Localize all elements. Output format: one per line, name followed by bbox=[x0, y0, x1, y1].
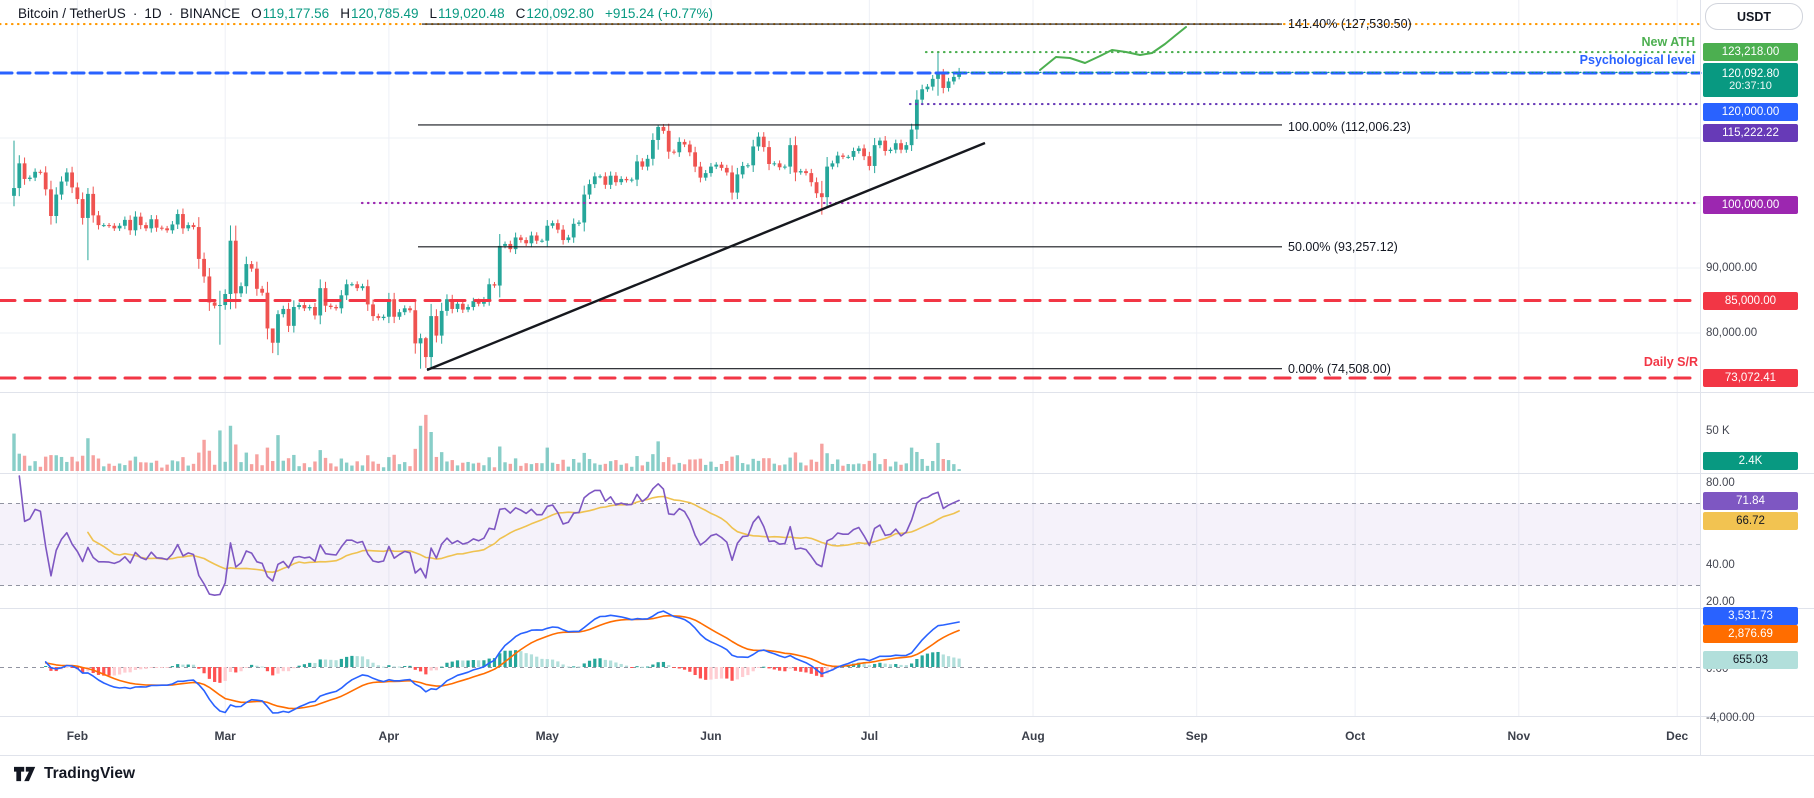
axis-label-90-000.00: 90,000.00 bbox=[1706, 262, 1758, 274]
time-axis-label-mar: Mar bbox=[214, 729, 236, 743]
drawings-layer[interactable] bbox=[0, 22, 1702, 380]
axis-label-85-000.00: 85,000.00 bbox=[1703, 292, 1798, 310]
axis-label-123-218.00: 123,218.00 bbox=[1703, 43, 1798, 61]
pane-borders bbox=[0, 0, 1814, 756]
axis-label-71.84: 71.84 bbox=[1703, 492, 1798, 510]
projection-path bbox=[1039, 26, 1187, 71]
rsi-ma-line bbox=[87, 495, 960, 574]
axis-label-115-222.22: 115,222.22 bbox=[1703, 124, 1798, 142]
chart-canvas[interactable] bbox=[0, 0, 1814, 756]
axis-label-2.4K: 2.4K bbox=[1703, 452, 1798, 470]
indicator-layer bbox=[0, 475, 1700, 714]
ohlc-low: L 119,020.48 bbox=[429, 6, 505, 21]
axis-label-655.03: 655.03 bbox=[1703, 651, 1798, 669]
volume-layer bbox=[12, 414, 961, 471]
separator-dot: · bbox=[168, 6, 174, 21]
grid-layer bbox=[0, 0, 1700, 716]
axis-label-3-531.73: 3,531.73 bbox=[1703, 607, 1798, 625]
candlestick-layer bbox=[12, 52, 962, 370]
exchange[interactable]: BINANCE bbox=[180, 6, 241, 21]
symbol-header: Bitcoin / TetherUS · 1D · BINANCE O 119,1… bbox=[18, 6, 713, 21]
axis-label-50-K: 50 K bbox=[1706, 425, 1730, 437]
psychological-level-label[interactable]: Psychological level bbox=[1579, 53, 1695, 67]
time-axis-label-jun: Jun bbox=[700, 729, 722, 743]
macd-line bbox=[44, 610, 960, 714]
ohlc-open: O 119,177.56 bbox=[251, 6, 330, 21]
axis-label-73-072.41: 73,072.41 bbox=[1703, 369, 1798, 387]
rsi-line bbox=[18, 475, 960, 597]
price-change: +915.24 (+0.77%) bbox=[604, 6, 714, 21]
axis-label-120-000.00: 120,000.00 bbox=[1703, 103, 1798, 121]
ohlc-high: H 120,785.49 bbox=[340, 6, 419, 21]
time-axis-label-feb: Feb bbox=[66, 729, 89, 743]
ohlc-close: C 120,092.80 bbox=[515, 6, 594, 21]
tradingview-logo-icon bbox=[14, 766, 36, 782]
fib-label-100[interactable]: 100.00% (112,006.23) bbox=[1288, 120, 1411, 134]
timeframe[interactable]: 1D bbox=[144, 6, 162, 21]
fib-label-141[interactable]: 141.40% (127,530.50) bbox=[1288, 17, 1412, 31]
tradingview-branding[interactable]: TradingView bbox=[14, 764, 135, 784]
axis-label-2-876.69: 2,876.69 bbox=[1703, 625, 1798, 643]
ascending-trendline[interactable] bbox=[426, 141, 986, 372]
axis-label-20.00: 20.00 bbox=[1706, 596, 1735, 608]
symbol-title[interactable]: Bitcoin / TetherUS bbox=[18, 6, 126, 21]
macd-signal-line bbox=[44, 614, 960, 710]
currency-toggle-button[interactable]: USDT bbox=[1705, 3, 1803, 30]
axis-label--4-000.00: -4,000.00 bbox=[1706, 712, 1755, 724]
axis-label-66.72: 66.72 bbox=[1703, 512, 1798, 530]
daily-sr-label[interactable]: Daily S/R bbox=[1643, 355, 1698, 369]
time-axis-label-jul: Jul bbox=[860, 729, 879, 743]
axis-label-120-092.80: 120,092.80 20:37:10 bbox=[1703, 63, 1798, 97]
time-axis-label-apr: Apr bbox=[378, 729, 400, 743]
axis-label-80-000.00: 80,000.00 bbox=[1706, 327, 1758, 339]
axis-label-80.00: 80.00 bbox=[1706, 477, 1735, 489]
time-axis-label-oct: Oct bbox=[1345, 729, 1366, 743]
time-axis-label-sep: Sep bbox=[1185, 729, 1208, 743]
fib-label-50[interactable]: 50.00% (93,257.12) bbox=[1288, 240, 1398, 254]
new-ath-label[interactable]: New ATH bbox=[1641, 35, 1695, 49]
time-axis-label-aug: Aug bbox=[1021, 729, 1045, 743]
brand-name: TradingView bbox=[44, 765, 136, 782]
axis-label-40.00: 40.00 bbox=[1706, 559, 1735, 571]
time-axis-label-nov: Nov bbox=[1507, 729, 1531, 743]
axis-label-100-000.00: 100,000.00 bbox=[1703, 196, 1798, 214]
fib-label-0[interactable]: 0.00% (74,508.00) bbox=[1288, 362, 1391, 376]
separator-dot: · bbox=[132, 6, 138, 21]
time-axis-label-dec: Dec bbox=[1666, 729, 1689, 743]
time-axis-label-may: May bbox=[535, 729, 559, 743]
